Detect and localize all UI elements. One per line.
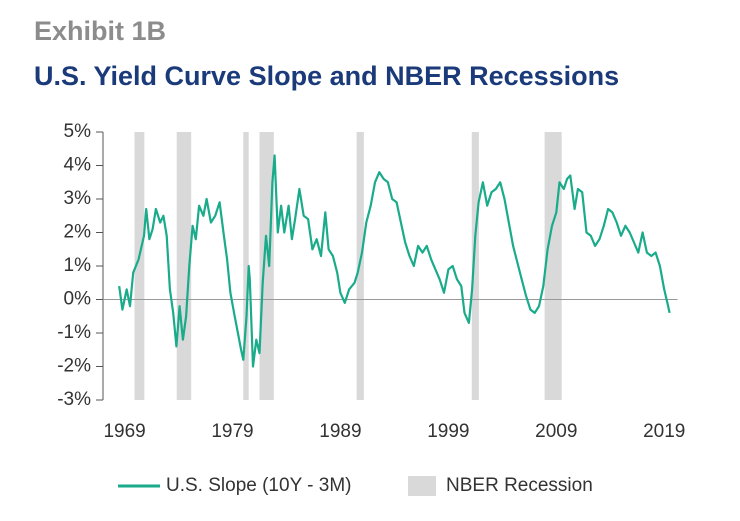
y-tick-label: 0%	[64, 289, 92, 310]
recession-band	[259, 132, 274, 400]
recession-band	[544, 132, 562, 400]
x-tick-label: 2009	[535, 421, 577, 442]
x-tick-label: 1969	[103, 421, 145, 442]
recession-band	[134, 132, 145, 400]
y-tick-label: -2%	[57, 356, 91, 377]
chart-title: Exhibit 1B	[34, 16, 166, 46]
y-tick-label: 2%	[64, 222, 92, 243]
x-tick-label: 1989	[319, 421, 361, 442]
y-tick-label: 1%	[64, 255, 92, 276]
x-tick-label: 2019	[643, 421, 685, 442]
chart-subtitle: U.S. Yield Curve Slope and NBER Recessio…	[34, 61, 619, 91]
recession-band	[176, 132, 192, 400]
legend-label: U.S. Slope (10Y - 3M)	[166, 475, 352, 496]
y-tick-label: 5%	[64, 121, 92, 142]
series-line	[118, 154, 671, 368]
y-tick-label: -1%	[57, 322, 91, 343]
recession-band	[471, 132, 479, 400]
x-tick-label: 1979	[211, 421, 253, 442]
legend-swatch	[408, 476, 436, 496]
y-tick-label: 3%	[64, 188, 92, 209]
y-tick-label: 4%	[64, 155, 92, 176]
recession-band	[243, 132, 249, 400]
legend-label: NBER Recession	[446, 475, 593, 496]
y-tick-label: -3%	[57, 389, 91, 410]
x-tick-label: 1999	[427, 421, 469, 442]
